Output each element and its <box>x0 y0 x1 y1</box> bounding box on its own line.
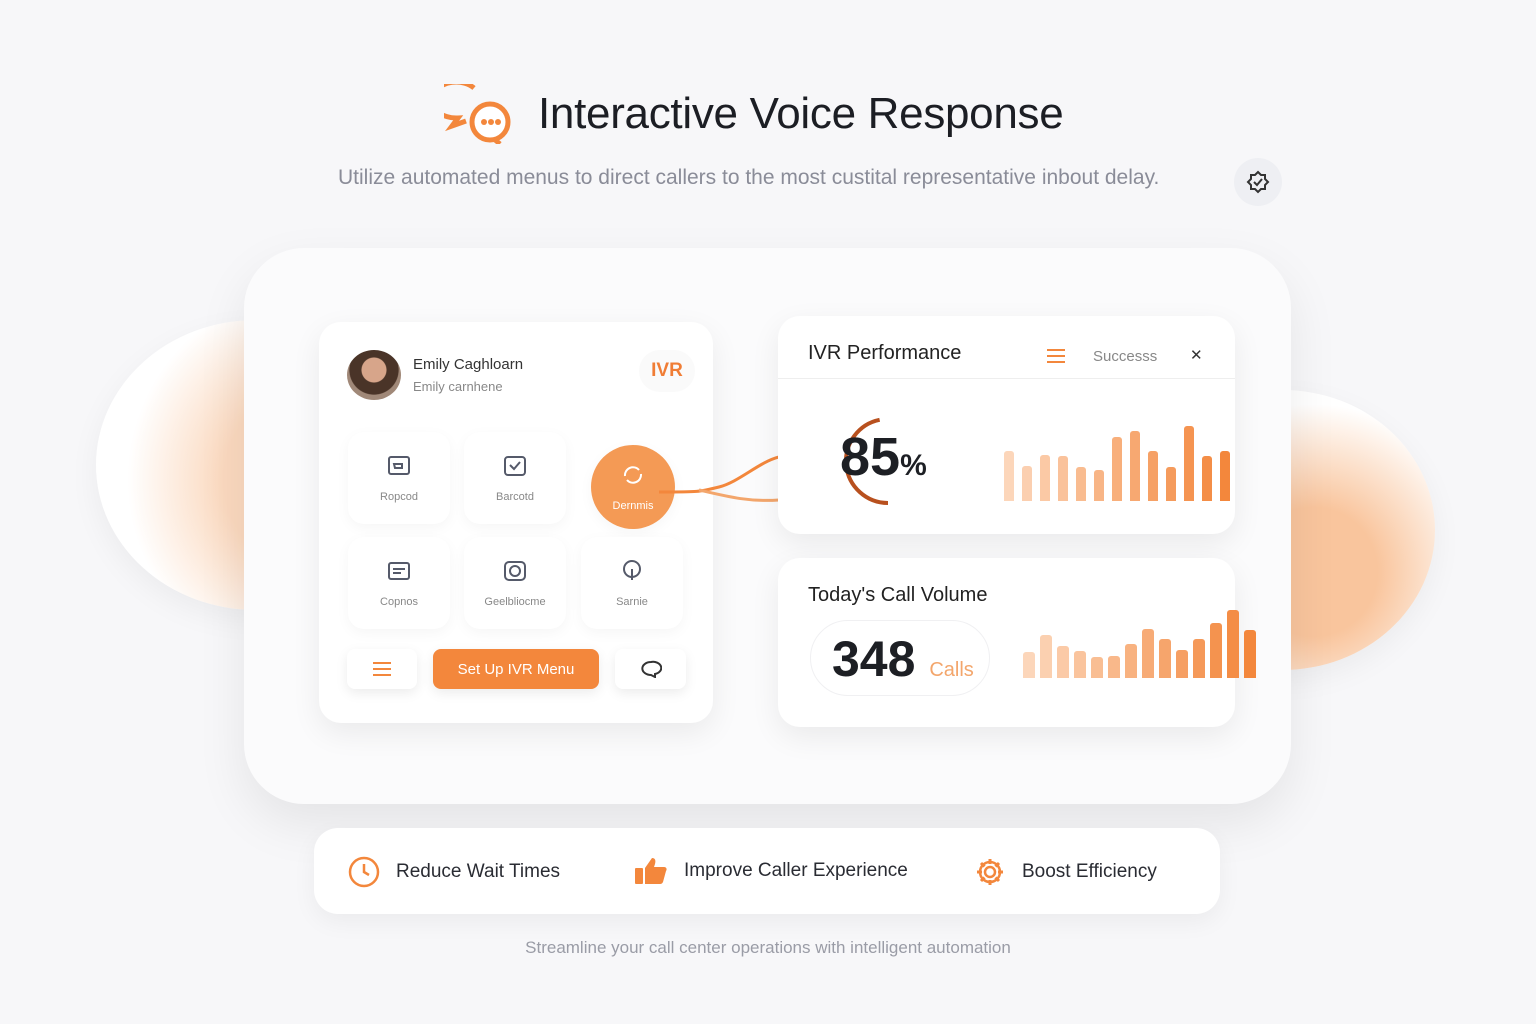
tile-label: Geelbliocme <box>484 596 546 608</box>
verified-badge-icon <box>1246 170 1270 194</box>
pin-icon <box>623 560 641 580</box>
bar <box>1210 622 1222 678</box>
bar <box>1023 651 1035 678</box>
benefit-label: Boost Efficiency <box>1022 861 1157 882</box>
volume-pill <box>810 620 990 696</box>
user-name: Emily Caghloarn <box>413 356 524 373</box>
bar <box>1058 455 1068 501</box>
tile-label: Barcotd <box>496 491 534 503</box>
progress-ring <box>844 417 889 505</box>
thumbs-up-icon <box>635 858 667 884</box>
card-title: Today's Call Volume <box>808 584 988 606</box>
menu-tile-active[interactable]: Dernmis <box>591 445 675 529</box>
benefit-reduce-wait-times: Reduce Wait Times <box>348 856 560 888</box>
bar <box>1159 638 1171 678</box>
ivr-tag: IVR <box>639 350 695 392</box>
menu-tile[interactable]: Barcotd <box>464 432 566 524</box>
footer-tagline: Streamline your call center operations w… <box>525 938 1011 957</box>
menu-tile[interactable]: Ropcod <box>348 432 450 524</box>
performance-bar-chart <box>1004 426 1230 501</box>
bar <box>1094 470 1104 501</box>
benefit-boost-efficiency: Boost Efficiency <box>974 856 1157 888</box>
bar <box>1176 649 1188 678</box>
bar <box>1142 628 1154 678</box>
bar <box>1166 466 1176 501</box>
header: Interactive Voice Response <box>444 84 1064 144</box>
benefit-label: Reduce Wait Times <box>396 861 561 882</box>
bar <box>1202 455 1212 501</box>
bar <box>1004 451 1014 501</box>
message-icon <box>388 562 410 580</box>
clock-icon <box>348 856 380 888</box>
tile-label: Sarnie <box>616 596 648 608</box>
inbox-icon <box>388 456 410 475</box>
avatar <box>347 350 401 400</box>
success-rate: 85% <box>840 426 927 488</box>
call-volume-card: Today's Call Volume 348 Calls <box>778 558 1256 727</box>
tile-label: Copnos <box>380 596 418 608</box>
menu-tile[interactable]: Copnos <box>348 537 450 629</box>
hamburger-icon <box>373 662 391 676</box>
gear-icon <box>977 859 1003 885</box>
chat-bubbles-icon <box>444 84 511 144</box>
bar <box>1184 426 1194 501</box>
bar <box>1040 454 1050 501</box>
tile-label: Ropcod <box>380 491 418 503</box>
benefit-improve-caller-experience: Improve Caller Experience <box>634 856 908 886</box>
call-volume: 348 Calls <box>832 630 974 688</box>
bar <box>1193 638 1205 678</box>
bar <box>1244 629 1256 678</box>
benefit-label: Improve Caller Experience <box>684 860 908 881</box>
connector-line <box>659 455 779 502</box>
verified-badge-button[interactable] <box>1234 158 1282 206</box>
set-up-ivr-menu-button[interactable]: Set Up IVR Menu <box>433 649 599 689</box>
volume-value: 348 <box>832 631 916 687</box>
bar <box>1130 430 1140 501</box>
ivr-menu-card: Emily Caghloarn Emily carnhene IVR Ropco… <box>319 322 779 723</box>
filter-label[interactable]: Successs <box>1093 348 1158 365</box>
chat-icon <box>640 660 662 678</box>
camera-icon <box>504 561 526 581</box>
tile-label: Dernmis <box>612 500 654 512</box>
bar <box>1074 650 1086 678</box>
bar <box>1112 437 1122 501</box>
chat-button[interactable] <box>615 649 686 689</box>
bar <box>1040 634 1052 678</box>
volume-unit: Calls <box>929 659 974 681</box>
bar <box>1148 451 1158 501</box>
bar <box>1022 465 1032 501</box>
bar <box>1125 643 1137 678</box>
menu-tile[interactable]: Sarnie <box>581 537 683 629</box>
success-value: 85 <box>840 427 901 487</box>
benefits-bar: Reduce Wait Times Improve Caller Experie… <box>314 828 1220 914</box>
success-unit: % <box>900 449 927 482</box>
refresh-icon <box>623 466 643 484</box>
user-subtitle: Emily carnhene <box>413 379 503 394</box>
bar <box>1057 645 1069 678</box>
check-box-icon <box>504 456 526 476</box>
divider <box>778 378 1235 379</box>
bar <box>1220 451 1230 501</box>
bar <box>1091 656 1103 678</box>
close-icon[interactable]: ✕ <box>1190 347 1203 364</box>
menu-tile[interactable]: Geelbliocme <box>464 537 566 629</box>
bar <box>1076 466 1086 501</box>
bar <box>1108 655 1120 678</box>
bar <box>1227 610 1239 678</box>
card-title: IVR Performance <box>808 342 962 364</box>
call-volume-bar-chart <box>1023 610 1256 678</box>
page-title: Interactive Voice Response <box>538 89 1064 138</box>
menu-icon[interactable] <box>1046 348 1066 364</box>
menu-button[interactable] <box>347 649 417 689</box>
ivr-performance-card: IVR Performance Successs ✕ 85% <box>778 316 1235 534</box>
page-subtitle: Utilize automated menus to direct caller… <box>338 166 1160 189</box>
